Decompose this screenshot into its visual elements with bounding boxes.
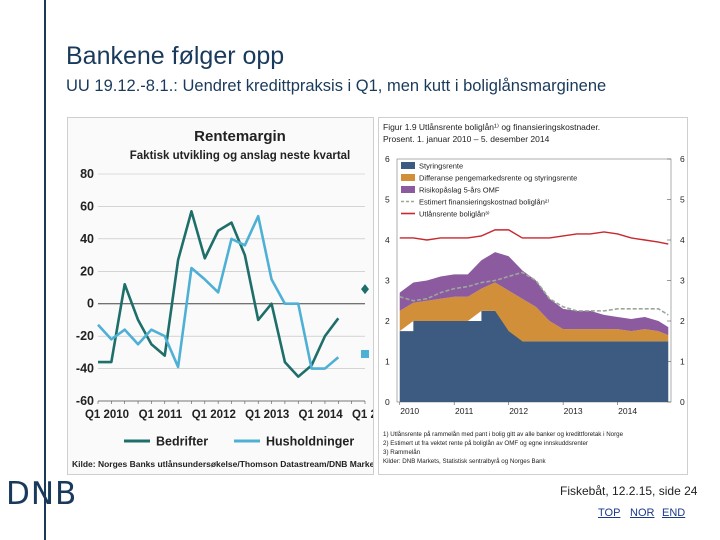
x-tick-label: 2014: [618, 406, 637, 416]
y-tick-label: -20: [76, 329, 94, 343]
y-tick-label-right: 4: [680, 235, 685, 245]
left-chart-panel: Rentemargin Faktisk utvikling og anslag …: [67, 117, 397, 475]
x-tick-label: 2011: [455, 406, 474, 416]
y-tick-label-right: 6: [680, 154, 685, 164]
slide-title: Bankene følger opp: [66, 42, 285, 70]
y-tick-label-left: 6: [385, 154, 390, 164]
y-tick-label: 80: [80, 167, 94, 181]
y-tick-label: 60: [80, 199, 94, 213]
nav-nor-link[interactable]: NOR: [630, 507, 655, 519]
y-tick-label-right: 0: [680, 397, 685, 407]
x-tick-label: Q1 2015: [352, 409, 373, 421]
y-tick-label-left: 2: [385, 316, 390, 326]
right-chart-title: Figur 1.9 Utlånsrente boliglån¹⁾ og fina…: [383, 122, 600, 132]
y-tick-label-right: 1: [680, 357, 685, 367]
series-line-bedrifter: [98, 209, 340, 378]
y-tick-label-left: 3: [385, 276, 390, 286]
footer-text: Fiskebåt, 12.2.15, side 24: [560, 484, 698, 498]
y-tick-label-right: 5: [680, 195, 685, 205]
right-chart-subtitle: Prosent. 1. januar 2010 – 5. desember 20…: [383, 134, 550, 144]
y-tick-label: 0: [87, 297, 94, 311]
footnote-line: 1) Utlånsrente på rammelån med pant i bo…: [383, 431, 624, 438]
slide-subtitle: UU 19.12.-8.1.: Uendret kredittpraksis i…: [66, 77, 607, 95]
y-tick-label-left: 1: [385, 357, 390, 367]
y-tick-label-right: 3: [680, 276, 685, 286]
legend-label-bedrifter: Bedrifter: [156, 435, 208, 449]
vertical-divider-line: [44, 0, 46, 540]
y-tick-label-left: 4: [385, 235, 390, 245]
legend-label-estimert: Estimert finansieringskostnad boliglån²⁾: [419, 198, 549, 207]
y-tick-label: 40: [80, 232, 94, 246]
y-tick-label: 20: [80, 264, 94, 278]
y-tick-label: -60: [76, 394, 94, 408]
footnote-line: 2) Estimert ut fra vektet rente på bolig…: [383, 440, 588, 447]
footnote-line: 3) Rammelån: [383, 449, 421, 456]
x-tick-label: Q1 2010: [85, 409, 129, 421]
legend-label-styringsrente: Styringsrente: [419, 162, 463, 171]
x-tick-label: Q1 2014: [299, 409, 344, 421]
footnote-line: Kilder: DNB Markets, Statistisk sentralb…: [383, 458, 547, 465]
forecast-marker-bedrifter: [361, 284, 369, 295]
y-tick-label: -40: [76, 362, 94, 376]
left-chart-source: Kilde: Norges Banks utlånsundersøkelse/T…: [72, 459, 373, 469]
x-tick-label: Q1 2011: [139, 409, 183, 421]
legend-label-husholdninger: Husholdninger: [266, 435, 354, 449]
x-tick-label: Q1 2012: [192, 409, 236, 421]
left-chart-subtitle: Faktisk utvikling og anslag neste kvarta…: [130, 150, 351, 162]
boliglan-rente-chart: Figur 1.9 Utlånsrente boliglån¹⁾ og fina…: [383, 122, 685, 465]
legend-label-risikopaslag: Risikopåslag 5-års OMF: [419, 186, 500, 195]
legend-label-differanse: Differanse pengemarkedsrente og styrings…: [419, 174, 577, 183]
forecast-marker-husholdninger: [361, 349, 369, 358]
legend-label-utlansrente: Utlånsrente boliglån³⁾: [419, 210, 490, 219]
right-chart-panel: Figur 1.9 Utlånsrente boliglån¹⁾ og fina…: [378, 117, 688, 475]
y-tick-label-left: 5: [385, 195, 390, 205]
legend-swatch-differanse: [401, 174, 415, 181]
x-tick-label: 2010: [400, 406, 419, 416]
y-tick-label-left: 0: [385, 397, 390, 407]
area-differanse: [399, 282, 669, 342]
dnb-logo: DNB: [6, 476, 78, 512]
nav-end-link[interactable]: END: [662, 507, 686, 519]
series-line-husholdninger: [97, 214, 340, 370]
legend-swatch-styringsrente: [401, 162, 415, 169]
x-tick-label: 2012: [509, 406, 528, 416]
y-tick-label-right: 2: [680, 316, 685, 326]
legend-swatch-risikopaslag: [401, 186, 415, 193]
rentemargin-chart: Rentemargin Faktisk utvikling og anslag …: [72, 128, 397, 469]
area-risikopaslag: [399, 252, 669, 336]
line-utlansrente-boliglan: [399, 229, 669, 245]
left-chart-title: Rentemargin: [194, 128, 286, 145]
nav-top-link[interactable]: TOP: [598, 507, 621, 519]
x-tick-label: 2013: [564, 406, 583, 416]
area-styringsrente: [399, 310, 669, 402]
x-tick-label: Q1 2013: [245, 409, 289, 421]
